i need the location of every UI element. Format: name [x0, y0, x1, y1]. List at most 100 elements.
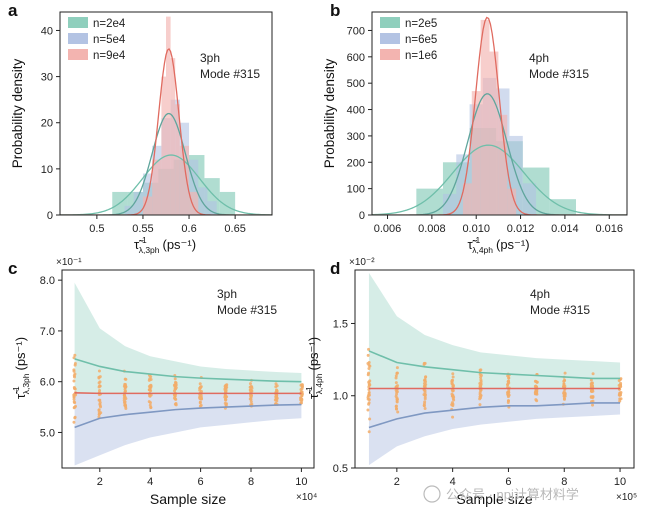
y-tick-label: 20	[41, 118, 53, 130]
axes-frame	[59, 11, 273, 216]
x-tick-label: 10	[614, 476, 626, 488]
sample-dot	[506, 380, 510, 384]
histogram-bar	[462, 183, 472, 215]
y-multiplier: ×10⁻¹	[56, 257, 82, 268]
sample-dot	[72, 400, 76, 404]
sample-dot	[367, 391, 371, 395]
y-tick-label: 600	[347, 52, 365, 64]
x-tick-label: 0.012	[507, 223, 535, 235]
x-tick-label: 6	[198, 476, 204, 488]
sample-dot	[249, 397, 253, 401]
legend-label: n=6e5	[405, 34, 437, 46]
sample-dot	[563, 379, 567, 383]
y-tick-label: 6.0	[40, 377, 55, 389]
sample-dot	[451, 372, 455, 376]
histogram-bar	[189, 159, 199, 215]
sample-dot	[72, 374, 76, 378]
y-tick-label: 300	[347, 131, 365, 143]
y-axis-label: Probability density	[322, 58, 337, 168]
sample-dot	[97, 369, 101, 373]
axes-frame	[371, 11, 628, 216]
sample-dot	[97, 408, 101, 412]
sample-dot	[366, 408, 370, 412]
sample-dot	[124, 377, 128, 381]
sample-dot	[367, 366, 371, 370]
legend-label: n=2e5	[405, 18, 437, 30]
panel-letter: d	[330, 259, 340, 278]
sample-dot	[367, 363, 371, 367]
axes-frame	[61, 269, 315, 469]
sample-dot	[367, 398, 371, 402]
sample-dot	[591, 372, 595, 376]
sample-dot	[479, 375, 483, 379]
sample-dot	[451, 389, 455, 393]
sample-dot	[618, 399, 622, 403]
sample-dot	[73, 361, 77, 365]
upper-bound-line	[368, 350, 621, 380]
sample-dot	[198, 388, 202, 392]
plot-area	[60, 16, 272, 215]
sample-dot	[73, 415, 77, 419]
sample-dot	[300, 387, 304, 391]
sample-dot	[423, 378, 427, 382]
sample-dot	[589, 395, 593, 399]
sample-dot	[479, 379, 483, 383]
panel-letter: b	[330, 1, 340, 20]
histogram-bar	[489, 51, 499, 215]
sample-dot	[198, 382, 202, 386]
histogram-bar	[416, 188, 443, 215]
sample-dot	[249, 400, 253, 404]
y-tick-label: 7.0	[40, 326, 55, 338]
sample-dot	[148, 388, 152, 392]
sample-dot	[98, 380, 102, 384]
sample-dot	[619, 397, 623, 401]
x-multiplier: ×10⁵	[616, 492, 637, 503]
sample-dot	[72, 369, 76, 373]
sample-dot	[478, 403, 482, 407]
legend-swatch	[380, 33, 400, 44]
x-axis-label: τ̃-1 λ,4ph (ps⁻¹)	[468, 235, 530, 255]
sample-dot	[422, 404, 426, 408]
histogram-bar	[179, 145, 190, 215]
sample-dot	[224, 398, 228, 402]
histogram-bar	[219, 191, 236, 215]
y-tick-label: 200	[347, 157, 365, 169]
legend-swatch	[68, 49, 88, 60]
y-tick-label: 400	[347, 105, 365, 117]
histogram-bar	[471, 91, 481, 215]
panel-a: n=2e4 n=5e4 n=9e4 3ph Mode #315 Probability d…	[8, 1, 273, 255]
annotation-text: Mode #315	[529, 67, 589, 81]
legend-label: n=5e4	[93, 34, 126, 46]
y-tick-label: 5.0	[40, 427, 55, 439]
sample-dot	[534, 398, 538, 402]
sample-dot	[275, 384, 279, 388]
panel-c: ×10⁻¹ ×10⁴ 3ph Mode #315 Sample size τ̃-1λ,3p…	[8, 257, 317, 507]
x-tick-label: 6	[505, 476, 511, 488]
sample-dot	[618, 392, 622, 396]
histogram-bar	[198, 187, 208, 215]
sample-dot	[618, 384, 622, 388]
sample-dot	[423, 393, 427, 397]
upper-uncertainty-band	[74, 282, 302, 394]
sample-dot	[149, 378, 153, 382]
sample-dot	[367, 430, 371, 434]
sample-dot	[72, 395, 76, 399]
sample-dot	[173, 377, 177, 381]
sample-dot	[368, 383, 372, 387]
x-tick-label: 2	[394, 476, 400, 488]
sample-dot	[98, 389, 102, 393]
legend-label: n=2e4	[93, 18, 126, 30]
sample-dot	[478, 368, 482, 372]
sample-dot	[123, 395, 127, 399]
density-curve	[372, 16, 627, 215]
sample-dot	[395, 366, 399, 370]
sample-dot	[223, 384, 227, 388]
sample-dot	[124, 406, 128, 410]
sample-dot	[451, 394, 455, 398]
sample-dot	[589, 378, 593, 382]
wechat-icon	[423, 485, 441, 503]
histogram-bar	[133, 191, 143, 215]
sample-dot	[394, 374, 398, 378]
y-tick-label: 0	[359, 210, 365, 222]
